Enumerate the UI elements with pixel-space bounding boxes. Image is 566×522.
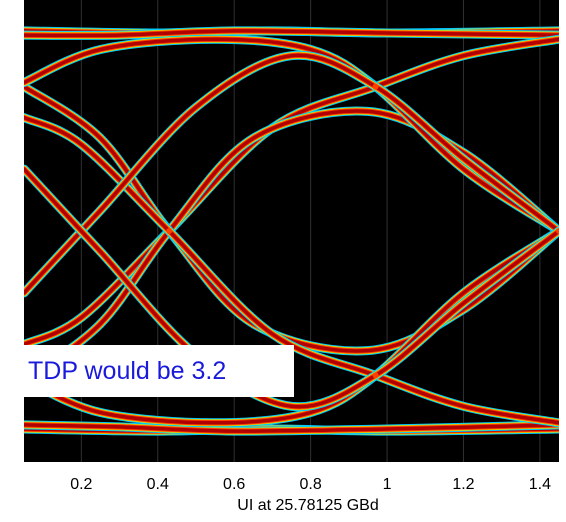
x-tick-label: 0.2 [70, 476, 93, 493]
annotation-text: TDP would be 3.2 [28, 356, 227, 385]
eye-diagram [24, 0, 559, 462]
eye-trace-9 [24, 226, 559, 428]
eye-trace-11 [24, 164, 559, 412]
x-tick-label: 0.8 [299, 476, 322, 493]
crossing-point-1 [372, 83, 379, 90]
x-tick-label: 1 [382, 476, 392, 493]
x-tick-label: 1.2 [452, 476, 475, 493]
crossing-point-2 [372, 372, 379, 379]
x-tick-label: 0.6 [223, 476, 246, 493]
annotation-box: TDP would be 3.2 [24, 345, 294, 397]
eye-trace-3 [24, 420, 559, 436]
eye-trace-7 [24, 113, 559, 428]
crossing-point-3 [556, 228, 559, 234]
x-tick-label: 0.4 [146, 476, 169, 493]
eye-trace-6 [24, 82, 559, 356]
eye-trace-8 [24, 34, 559, 236]
eye-trace-1 [24, 26, 559, 40]
eye-trace-10 [24, 50, 559, 298]
x-tick-label: 1.4 [528, 476, 552, 493]
eye-trace-5 [24, 106, 559, 384]
crossing-point-0 [166, 228, 173, 234]
x-axis-label: UI at 25.78125 GBd [237, 497, 379, 514]
